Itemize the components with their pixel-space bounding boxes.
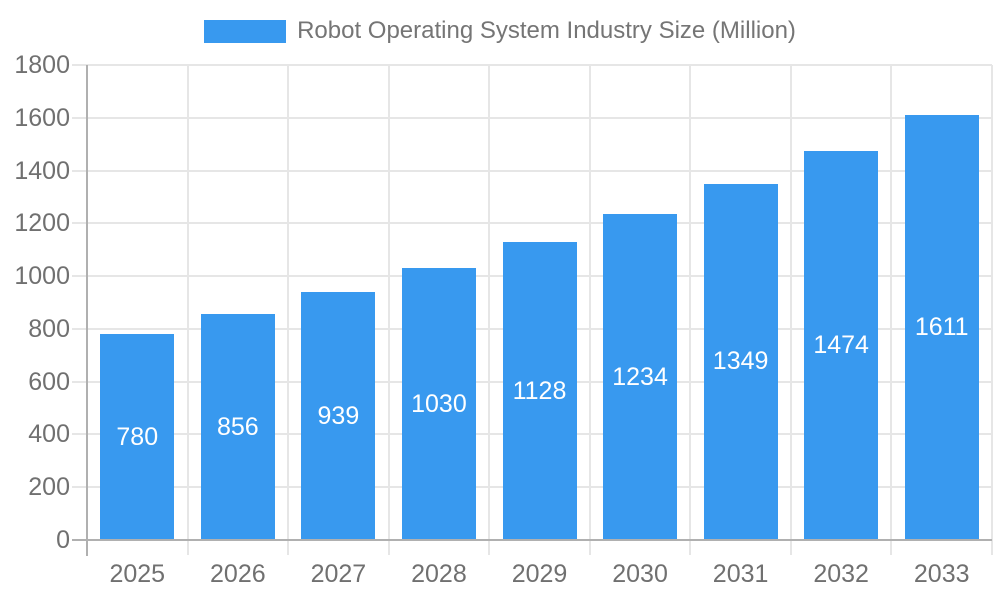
bar-2030[interactable]: 1234	[603, 214, 678, 540]
bar-value-label: 856	[216, 412, 259, 441]
bar-value-label: 780	[116, 422, 159, 451]
x-axis-label: 2031	[712, 560, 769, 588]
y-gridline	[72, 222, 992, 225]
bar-2031[interactable]: 1349	[703, 184, 778, 540]
bar-2026[interactable]: 856	[200, 314, 275, 540]
bar-value-label: 939	[317, 401, 360, 430]
bar-2028[interactable]: 1030	[401, 268, 476, 540]
legend[interactable]: Robot Operating System Industry Size (Mi…	[0, 17, 1000, 45]
y-axis-label: 0	[56, 526, 70, 554]
x-gridline	[890, 65, 893, 555]
y-axis-label: 1600	[14, 103, 70, 132]
x-axis-label: 2028	[411, 560, 467, 588]
bar-2033[interactable]: 1611	[904, 114, 979, 540]
x-axis-label: 2033	[913, 560, 970, 588]
y-axis-label: 1000	[14, 262, 70, 291]
x-gridline	[287, 65, 290, 555]
x-axis-label: 2032	[813, 560, 869, 588]
bar-value-label: 1611	[914, 312, 969, 341]
bar-value-label: 1474	[813, 331, 869, 359]
bar-value-label: 1234	[612, 362, 668, 391]
x-gridline	[689, 65, 692, 555]
bar-value-label: 1349	[712, 347, 769, 376]
y-axis-label: 1400	[14, 156, 70, 185]
y-axis-label: 800	[28, 314, 70, 343]
bar-2025[interactable]: 780	[100, 334, 175, 540]
legend-label: Robot Operating System Industry Size (Mi…	[297, 17, 796, 44]
x-axis-label: 2025	[109, 560, 166, 588]
y-axis-label: 1200	[14, 209, 70, 238]
legend-swatch	[204, 19, 287, 43]
x-gridline	[186, 65, 189, 555]
y-axis-label: 600	[28, 367, 70, 396]
x-gridline	[588, 65, 591, 555]
x-axis-label: 2029	[511, 560, 568, 588]
x-axis-line	[72, 539, 992, 541]
x-axis-label: 2027	[310, 560, 367, 588]
x-gridline	[387, 65, 390, 555]
x-gridline	[789, 65, 792, 555]
bar-2029[interactable]: 1128	[502, 242, 577, 540]
x-axis-label: 2026	[210, 560, 266, 588]
bar-value-label: 1030	[411, 389, 467, 418]
y-gridline	[72, 64, 992, 66]
y-axis-label: 1800	[14, 51, 70, 79]
x-gridline	[488, 65, 491, 555]
y-gridline	[72, 116, 992, 119]
y-axis-line	[86, 65, 88, 556]
bar-2032[interactable]: 1474	[804, 151, 879, 540]
y-axis-label: 400	[28, 420, 70, 449]
y-axis-label: 200	[28, 473, 70, 502]
y-gridline	[72, 169, 992, 172]
bar-value-label: 1128	[512, 376, 567, 405]
bar-2027[interactable]: 939	[301, 292, 376, 540]
x-gridline	[991, 65, 993, 555]
x-axis-label: 2030	[612, 560, 668, 588]
